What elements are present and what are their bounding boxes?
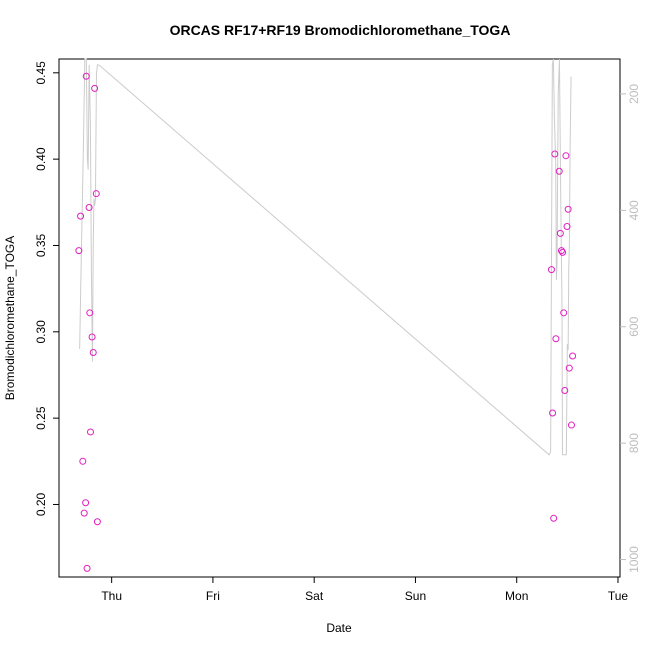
data-point: [80, 509, 88, 517]
data-point: [549, 409, 557, 417]
data-point: [75, 247, 83, 255]
data-point: [555, 167, 563, 175]
data-point: [556, 229, 564, 237]
data-point: [91, 84, 99, 92]
data-point: [547, 266, 555, 274]
right-tick-label: 400: [627, 200, 641, 220]
series-layer: [75, 58, 577, 572]
x-tick-label: Tue: [608, 589, 629, 603]
data-point: [559, 248, 567, 256]
x-tick-label: Fri: [206, 589, 220, 603]
data-point: [565, 364, 573, 372]
y-tick-label: 0.30: [34, 320, 48, 344]
x-tick-label: Sat: [305, 589, 324, 603]
right-tick-label: 200: [627, 84, 641, 104]
x-tick-label: Mon: [505, 589, 528, 603]
y-tick-label: 0.25: [34, 406, 48, 430]
y-tick-label: 0.40: [34, 147, 48, 171]
right-tick-label: 800: [627, 433, 641, 453]
data-point: [82, 499, 90, 507]
axes-layer: Thu Fri Sat Sun Mon Tue 0.20 0.25 0.30 0.35 0.40 0.…: [34, 61, 641, 603]
data-point: [79, 457, 87, 465]
data-point: [567, 421, 575, 429]
x-tick-label: Sun: [405, 589, 426, 603]
chart-title: ORCAS RF17+RF19 Bromodichloromethane_TOG…: [170, 22, 511, 38]
data-point: [564, 205, 572, 213]
x-axis-label: Date: [326, 621, 352, 635]
data-point: [89, 349, 97, 357]
data-point: [86, 309, 94, 317]
data-point: [560, 309, 568, 317]
data-point: [563, 222, 571, 230]
right-tick-label: 600: [627, 316, 641, 336]
data-point: [85, 203, 93, 211]
data-point: [77, 212, 85, 220]
x-tick-label: Thu: [101, 589, 122, 603]
y-tick-label: 0.45: [34, 61, 48, 85]
data-point: [86, 428, 94, 436]
data-point: [557, 247, 565, 255]
y-tick-label: 0.20: [34, 492, 48, 516]
data-point: [93, 518, 101, 526]
data-point: [561, 387, 569, 395]
data-point: [82, 72, 90, 80]
data-point: [551, 150, 559, 158]
altitude-profile-line: [79, 58, 572, 456]
right-tick-label: 1000: [627, 546, 641, 573]
data-point: [88, 333, 96, 341]
data-point: [552, 335, 560, 343]
plot-frame: [58, 58, 621, 578]
data-point: [569, 352, 577, 360]
y-axis-label: Bromodichloromethane_TOGA: [3, 236, 17, 401]
y-tick-label: 0.35: [34, 233, 48, 257]
data-point: [562, 152, 570, 160]
data-point: [83, 564, 91, 572]
data-point: [92, 190, 100, 198]
data-point: [550, 514, 558, 522]
